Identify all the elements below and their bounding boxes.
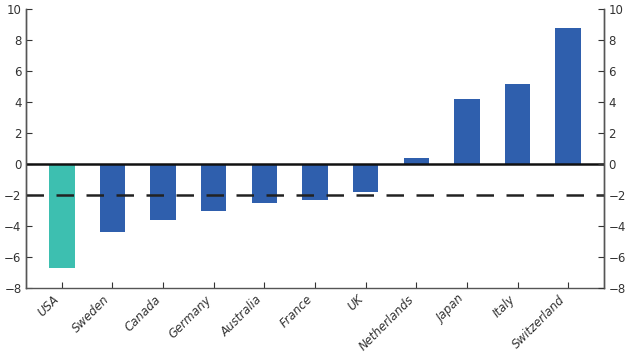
Bar: [252, 164, 277, 203]
Bar: [454, 99, 479, 164]
Bar: [353, 164, 378, 192]
Bar: [404, 158, 429, 164]
Bar: [201, 164, 226, 211]
Bar: [556, 28, 581, 164]
Bar: [302, 164, 328, 200]
Bar: [505, 84, 530, 164]
Bar: [49, 164, 74, 268]
Bar: [151, 164, 176, 220]
Bar: [100, 164, 125, 232]
